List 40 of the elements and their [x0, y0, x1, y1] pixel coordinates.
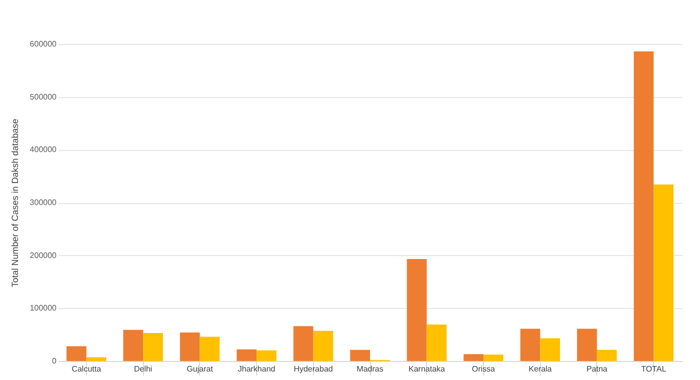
bar — [540, 338, 560, 361]
y-tick-label: 0 — [52, 356, 58, 366]
bar — [313, 330, 334, 361]
bar — [256, 350, 276, 361]
x-tick-label: Patna — [586, 364, 608, 374]
bar — [200, 336, 220, 361]
y-tick-label: 600000 — [30, 40, 58, 48]
bar — [236, 349, 257, 361]
bar — [143, 333, 163, 361]
y-tick-label: 400000 — [30, 145, 58, 154]
x-tick-label: Calcutta — [72, 364, 102, 374]
bar — [483, 354, 504, 361]
bar — [426, 324, 447, 361]
x-tick-label: Hyderabad — [294, 364, 333, 374]
y-tick-label: 100000 — [30, 304, 58, 313]
x-tick-label: Delhi — [134, 364, 152, 374]
x-tick-label: Jharkhand — [238, 364, 276, 374]
bar — [123, 330, 144, 361]
bar — [596, 350, 617, 361]
bar — [520, 328, 540, 361]
bar — [293, 326, 314, 361]
bar — [464, 354, 484, 361]
y-tick-label: 200000 — [30, 250, 58, 260]
y-axis-title: Total Number of Cases in Daksh database — [10, 118, 20, 288]
bar — [66, 346, 86, 361]
y-tick-label: 500000 — [30, 92, 58, 102]
x-tick-label: Orissa — [472, 364, 496, 374]
x-tick-label: Karnataka — [408, 364, 446, 374]
bar — [634, 51, 654, 361]
x-tick-label: Kerala — [528, 364, 552, 374]
bar — [86, 357, 106, 361]
bar — [180, 332, 200, 361]
bar — [350, 350, 370, 361]
bar — [577, 328, 597, 361]
x-tick-label: TOTAL — [641, 364, 667, 374]
x-tick-label: Madras — [356, 364, 384, 374]
y-tick-label: 300000 — [30, 198, 58, 207]
bar — [654, 184, 674, 361]
x-tick-label: Gujarat — [186, 364, 214, 374]
bar — [406, 259, 427, 361]
